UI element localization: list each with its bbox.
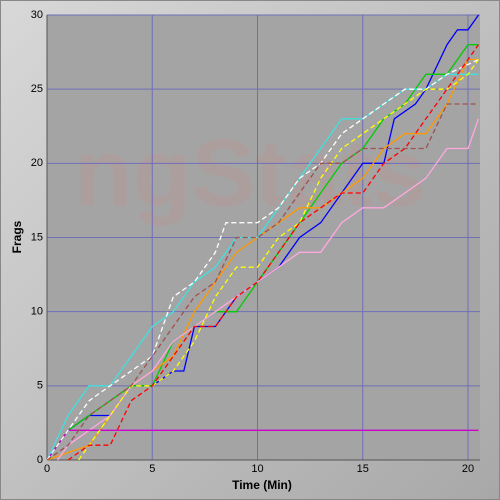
y-tick-label: 20 bbox=[31, 157, 43, 169]
y-tick-label: 30 bbox=[31, 9, 43, 21]
watermark: ngStats bbox=[74, 119, 426, 226]
y-tick-label: 15 bbox=[31, 231, 43, 243]
series-line bbox=[46, 58, 479, 461]
x-axis-label: Time (Min) bbox=[232, 478, 292, 492]
x-tick-label: 5 bbox=[149, 463, 155, 475]
y-tick-label: 5 bbox=[37, 380, 43, 392]
y-tick-label: 10 bbox=[31, 306, 43, 318]
series-line bbox=[67, 44, 480, 461]
series-line bbox=[46, 103, 479, 461]
x-tick-label: 10 bbox=[251, 463, 263, 475]
series-line bbox=[78, 59, 480, 461]
y-tick-label: 25 bbox=[31, 83, 43, 95]
y-axis-label: Frags bbox=[10, 220, 24, 253]
x-tick-label: 0 bbox=[44, 463, 50, 475]
x-tick-label: 20 bbox=[462, 463, 474, 475]
y-tick-label: 0 bbox=[37, 454, 43, 466]
x-tick-label: 15 bbox=[357, 463, 369, 475]
